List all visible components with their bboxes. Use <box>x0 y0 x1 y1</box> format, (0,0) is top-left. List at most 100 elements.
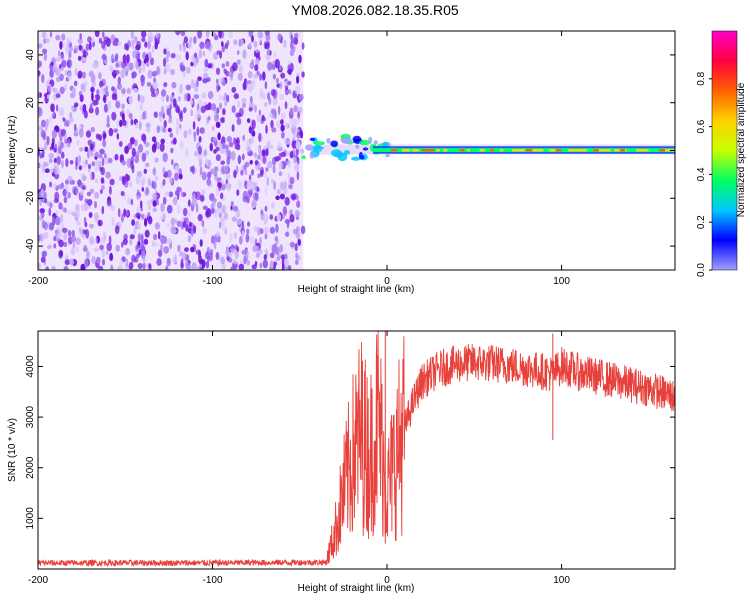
noise-blob <box>55 104 59 112</box>
noise-blob <box>190 99 194 105</box>
noise-blob <box>228 141 234 148</box>
noise-blob <box>48 207 52 217</box>
noise-blob <box>163 69 167 75</box>
noise-blob <box>46 265 49 270</box>
snr-frame-bg <box>38 331 675 569</box>
noise-blob <box>68 51 72 59</box>
noise-blob <box>241 153 245 161</box>
noise-blob <box>247 221 251 227</box>
noise-blob <box>264 31 270 36</box>
noise-blob <box>111 86 115 92</box>
noise-blob <box>276 252 281 261</box>
noise-blob <box>204 58 209 68</box>
noise-blob <box>78 165 83 171</box>
noise-blob <box>222 108 226 116</box>
noise-blob <box>169 177 173 184</box>
noise-blob <box>130 31 134 39</box>
noise-blob <box>106 242 112 252</box>
noise-blob <box>260 92 267 100</box>
noise-blob <box>63 207 67 213</box>
noise-blob <box>281 131 285 139</box>
noise-blob <box>135 175 141 185</box>
noise-blob <box>141 133 147 142</box>
noise-blob <box>67 119 72 125</box>
noise-blob <box>64 259 70 266</box>
noise-blob <box>154 41 158 50</box>
ridge-peak <box>555 149 562 152</box>
noise-blob <box>79 146 84 152</box>
noise-blob <box>234 244 239 251</box>
noise-blob <box>275 195 280 201</box>
noise-blob <box>135 244 140 250</box>
noise-blob <box>152 80 158 90</box>
noise-blob <box>82 71 86 79</box>
noise-blob <box>198 136 202 143</box>
noise-blob <box>251 199 257 209</box>
colorbar-label: Normalized spectral amplitude <box>736 82 747 217</box>
noise-blob <box>84 221 88 228</box>
noise-blob <box>78 226 82 234</box>
ridge-peak <box>575 149 588 152</box>
colorbar-gradient <box>711 30 738 271</box>
noise-blob <box>279 182 285 191</box>
noise-blob <box>162 178 166 186</box>
ridge-peak <box>401 149 411 152</box>
noise-blob <box>218 221 222 229</box>
noise-blob <box>58 183 64 190</box>
noise-blob <box>154 222 160 230</box>
noise-blob <box>101 157 105 167</box>
noise-blob <box>64 69 68 76</box>
noise-blob <box>253 50 257 57</box>
noise-blob <box>296 75 300 84</box>
noise-blob <box>236 59 241 65</box>
noise-blob <box>77 55 82 61</box>
noise-blob <box>235 165 239 175</box>
colorbar-tick-label: 0.0 <box>696 263 707 277</box>
noise-blob <box>213 166 219 172</box>
snr-x-tick-label: -200 <box>28 575 48 586</box>
noise-blob <box>183 36 188 44</box>
noise-blob <box>114 225 120 235</box>
noise-blob <box>284 258 289 268</box>
noise-blob <box>94 191 100 199</box>
noise-blob <box>235 209 241 218</box>
noise-blob <box>55 93 61 99</box>
noise-blob <box>282 206 288 216</box>
noise-blob <box>198 259 204 265</box>
ridge-peak <box>636 149 647 152</box>
noise-blob <box>39 199 42 207</box>
noise-blob <box>163 120 167 128</box>
noise-blob <box>59 86 65 95</box>
noise-blob <box>201 171 207 181</box>
noise-blob <box>135 151 140 158</box>
noise-blob <box>271 244 277 254</box>
ridge-peak <box>390 149 398 152</box>
noise-blob <box>167 127 172 133</box>
noise-blob <box>163 82 168 88</box>
spectrogram-y-axis: -40 -20 0 20 40 <box>25 49 675 253</box>
noise-blob <box>162 126 167 133</box>
noise-blob <box>60 151 65 159</box>
noise-blob <box>145 150 150 156</box>
noise-blob <box>240 169 244 176</box>
noise-blob <box>218 93 222 102</box>
noise-blob <box>284 101 288 110</box>
ridge-onset-blob <box>304 144 315 151</box>
noise-blob <box>206 178 212 186</box>
noise-blob <box>284 87 289 96</box>
snr-panel: -200 -100 0 100 1000 2000 3000 4000 Height of … <box>7 330 676 594</box>
noise-blob <box>229 233 233 243</box>
noise-blob <box>174 172 179 181</box>
noise-blob <box>183 129 188 139</box>
ridge-peak <box>598 149 611 152</box>
spectrogram-x-tick-label: 0 <box>384 276 390 287</box>
noise-blob <box>255 252 260 258</box>
noise-blob <box>148 263 152 269</box>
noise-blob <box>275 223 279 233</box>
noise-blob <box>253 40 258 48</box>
noise-blob <box>80 83 85 91</box>
noise-blob <box>49 31 53 38</box>
noise-blob <box>222 196 226 202</box>
noise-blob <box>130 199 134 205</box>
noise-blob <box>220 192 224 200</box>
